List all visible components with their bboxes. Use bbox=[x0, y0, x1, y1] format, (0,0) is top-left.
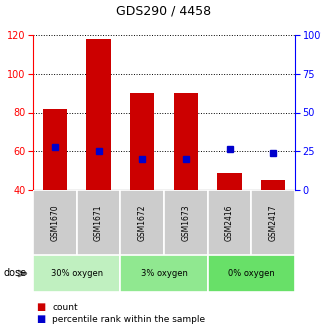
Bar bbox=[120, 190, 164, 255]
Bar bbox=[77, 190, 120, 255]
Bar bbox=[86, 39, 110, 190]
Bar bbox=[251, 190, 295, 255]
Text: dose: dose bbox=[3, 268, 26, 279]
Bar bbox=[261, 180, 285, 190]
Bar bbox=[218, 173, 241, 190]
Text: GSM2416: GSM2416 bbox=[225, 204, 234, 241]
Text: 30% oxygen: 30% oxygen bbox=[51, 269, 103, 278]
Bar bbox=[33, 255, 120, 292]
Bar bbox=[43, 109, 67, 190]
Text: count: count bbox=[52, 302, 78, 311]
Text: GSM1672: GSM1672 bbox=[138, 204, 147, 241]
Bar bbox=[174, 93, 198, 190]
Bar bbox=[164, 190, 208, 255]
Text: 0% oxygen: 0% oxygen bbox=[228, 269, 275, 278]
Text: GSM1671: GSM1671 bbox=[94, 204, 103, 241]
Text: percentile rank within the sample: percentile rank within the sample bbox=[52, 314, 205, 324]
Bar bbox=[120, 255, 208, 292]
Bar bbox=[33, 190, 77, 255]
Text: GDS290 / 4458: GDS290 / 4458 bbox=[117, 5, 212, 18]
Bar bbox=[208, 190, 251, 255]
Text: 3% oxygen: 3% oxygen bbox=[141, 269, 187, 278]
Text: GSM1673: GSM1673 bbox=[181, 204, 190, 241]
Bar bbox=[208, 255, 295, 292]
Text: ■: ■ bbox=[36, 302, 46, 312]
Text: GSM2417: GSM2417 bbox=[269, 204, 278, 241]
Text: GSM1670: GSM1670 bbox=[50, 204, 59, 241]
Bar bbox=[130, 93, 154, 190]
Text: ■: ■ bbox=[36, 314, 46, 324]
